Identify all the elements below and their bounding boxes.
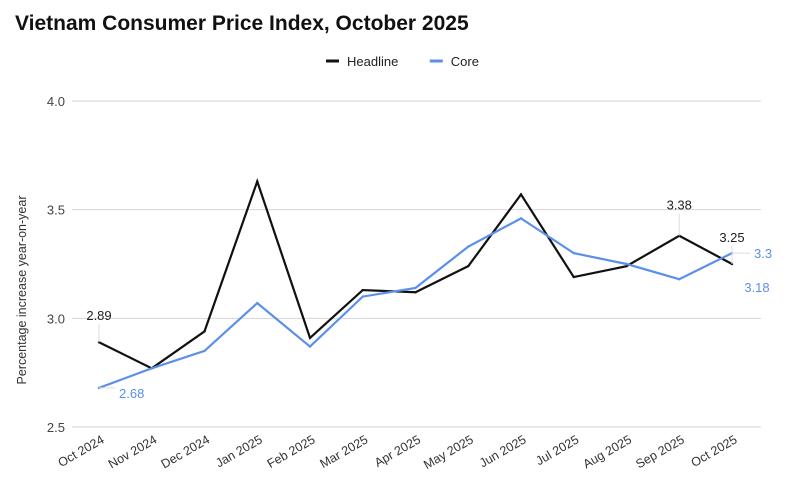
data-label: 3.38 bbox=[667, 198, 692, 213]
legend-label: Headline bbox=[347, 54, 398, 69]
data-point-headline bbox=[572, 275, 575, 279]
series-line-core bbox=[98, 217, 733, 389]
y-tick-label: 3.5 bbox=[47, 203, 65, 218]
x-tick-label: Jan 2025 bbox=[213, 432, 265, 470]
data-point-core bbox=[150, 367, 153, 370]
y-tick-label: 4.0 bbox=[47, 94, 65, 109]
x-tick-label: Oct 2025 bbox=[689, 432, 740, 470]
x-tick-label: Apr 2025 bbox=[372, 432, 423, 470]
data-point-headline bbox=[414, 291, 417, 294]
data-point-core bbox=[467, 245, 470, 248]
y-tick-label: 3.0 bbox=[47, 311, 65, 326]
data-point-core bbox=[625, 262, 628, 266]
x-tick-label: Aug 2025 bbox=[581, 432, 634, 471]
data-point-headline bbox=[625, 264, 628, 268]
data-point-core bbox=[308, 345, 312, 348]
data-label: 2.68 bbox=[119, 386, 144, 401]
x-tick-label: Oct 2024 bbox=[56, 432, 107, 470]
x-tick-label: Dec 2024 bbox=[159, 432, 212, 471]
data-point-headline bbox=[308, 336, 312, 340]
data-point-headline bbox=[361, 288, 364, 292]
data-label: 3.3 bbox=[754, 246, 772, 261]
data-point-core bbox=[519, 217, 523, 220]
x-tick-label: Mar 2025 bbox=[318, 432, 371, 471]
data-point-headline bbox=[203, 330, 206, 333]
y-tick-label: 2.5 bbox=[47, 420, 65, 435]
chart-title: Vietnam Consumer Price Index, October 20… bbox=[15, 12, 469, 35]
data-point-core bbox=[361, 295, 364, 298]
data-point-core bbox=[572, 251, 575, 255]
data-point-core bbox=[414, 286, 417, 290]
data-point-core bbox=[678, 278, 681, 281]
data-point-headline bbox=[519, 193, 523, 196]
data-label: 2.89 bbox=[86, 308, 111, 323]
y-axis-title: Percentage increase year-on-year bbox=[15, 196, 29, 385]
x-tick-label: Sep 2025 bbox=[633, 432, 686, 471]
x-tick-label: Feb 2025 bbox=[265, 432, 318, 471]
data-point-headline bbox=[467, 264, 470, 268]
x-tick-label: Nov 2024 bbox=[106, 432, 159, 471]
data-point-core bbox=[203, 349, 206, 353]
x-tick-label: May 2025 bbox=[421, 432, 476, 472]
x-tick-label: Jul 2025 bbox=[533, 432, 581, 468]
legend-label: Core bbox=[451, 54, 479, 69]
data-label: 3.18 bbox=[744, 280, 769, 295]
data-point-headline bbox=[256, 180, 259, 183]
x-tick-label: Jun 2025 bbox=[477, 432, 529, 470]
data-point-core bbox=[256, 301, 259, 305]
data-label: 3.25 bbox=[719, 230, 744, 245]
